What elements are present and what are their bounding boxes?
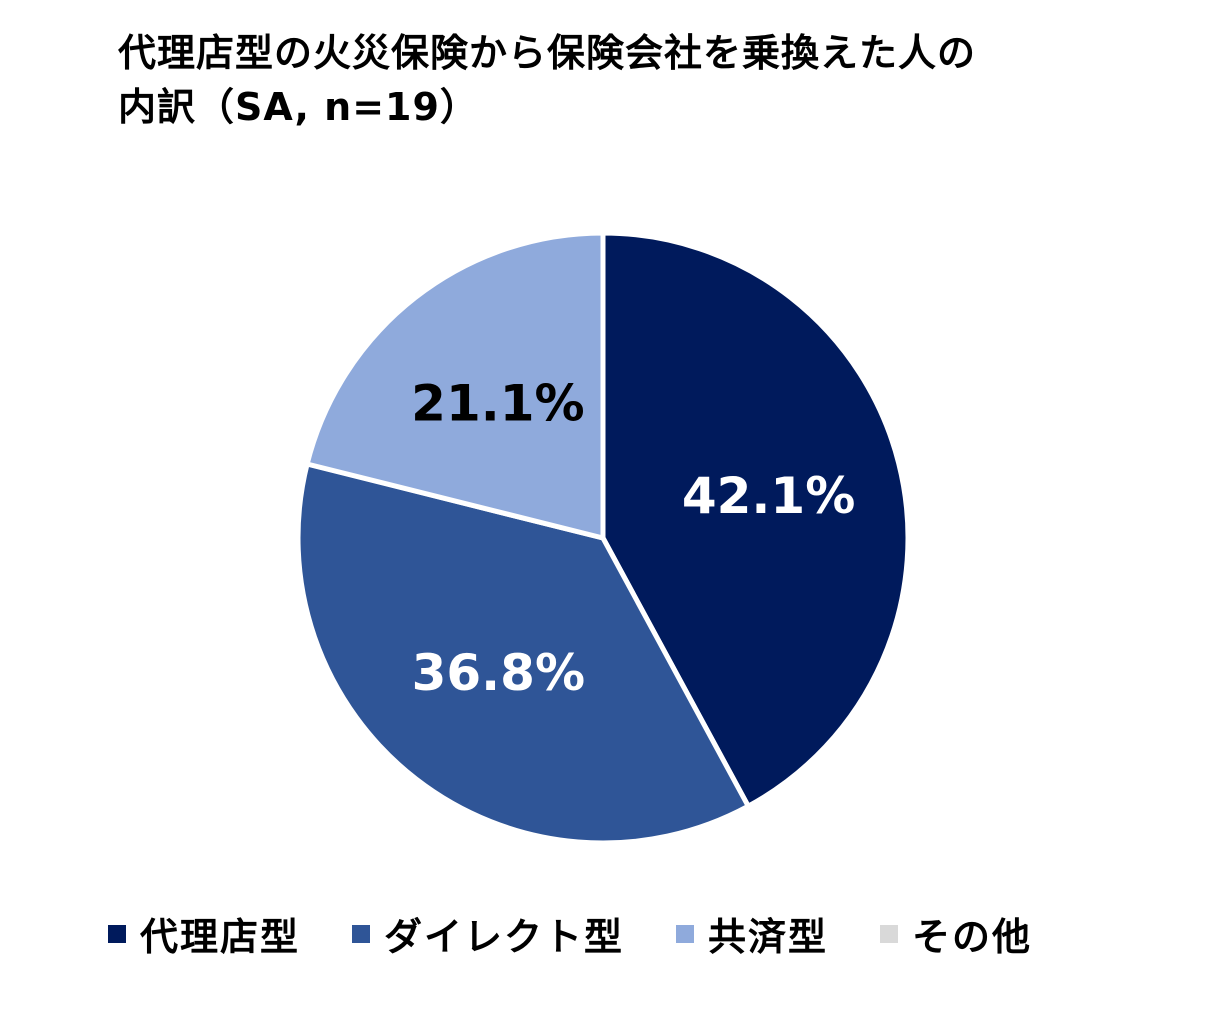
data-label-kyosai: 21.1% (411, 374, 584, 432)
legend-swatch-kyosai (676, 924, 695, 943)
legend-label-other: その他 (912, 915, 1033, 959)
legend-swatch-direct (352, 924, 371, 943)
chart-legend: 代理店型 ダイレクト型 共済型 その他 (108, 906, 1032, 961)
chart-title-line-1: 代理店型の火災保険から保険会社を乗換えた人の (118, 31, 977, 75)
legend-label-direct: ダイレクト型 (384, 915, 625, 959)
chart-title-line-2: 内訳（SA, n=19） (118, 85, 479, 129)
legend-swatch-agency (108, 924, 126, 943)
legend-item-other: その他 (880, 906, 1032, 961)
legend-item-agency: 代理店型 (108, 906, 300, 961)
chart-title: 代理店型の火災保険から保険会社を乗換えた人の 内訳（SA, n=19） (118, 26, 1158, 134)
pie-slice-agency (600, 230, 911, 809)
data-label-agency: 42.1% (682, 467, 855, 525)
pie-slice-direct (295, 461, 751, 846)
legend-item-kyosai: 共済型 (676, 906, 828, 961)
legend-label-kyosai: 共済型 (708, 915, 829, 959)
legend-item-direct: ダイレクト型 (352, 906, 624, 961)
data-label-direct: 36.8% (412, 644, 585, 702)
legend-swatch-other (880, 924, 899, 943)
pie-slice-kyosai (304, 230, 606, 541)
legend-label-agency: 代理店型 (140, 915, 301, 959)
